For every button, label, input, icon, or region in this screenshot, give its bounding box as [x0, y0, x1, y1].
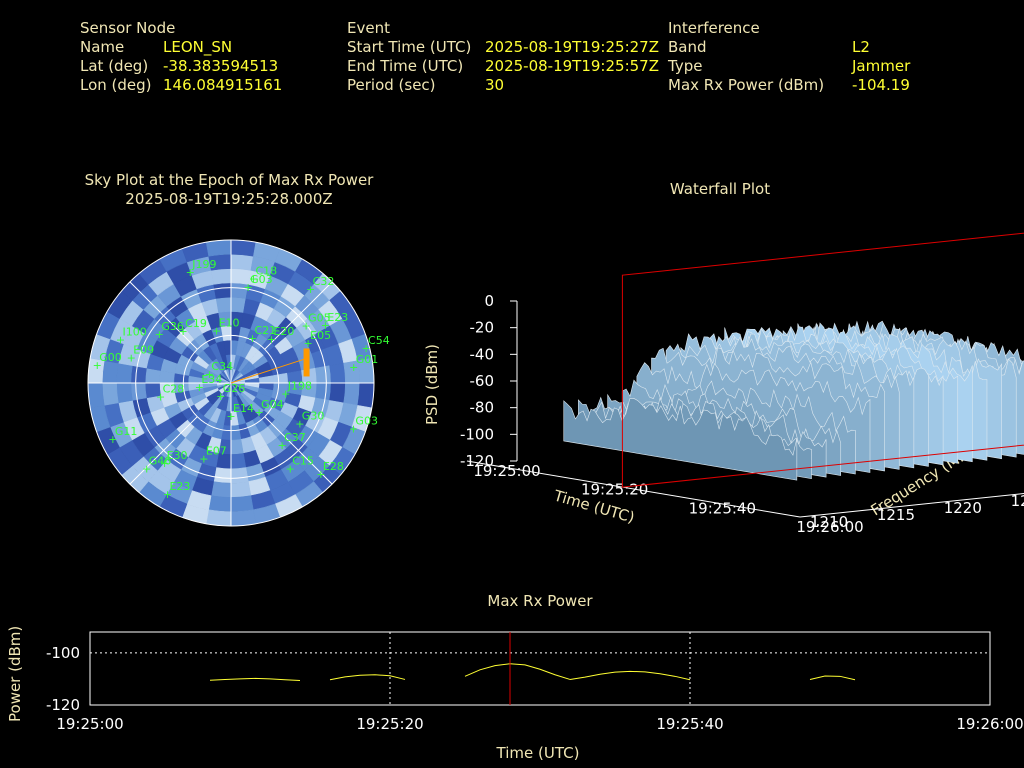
max-power-series — [329, 674, 406, 681]
interference-heading: Interference — [668, 19, 760, 37]
waterfall-freq-tick-label: 1220 — [944, 499, 982, 517]
event-start-value: 2025-08-19T19:25:27Z — [485, 38, 659, 56]
waterfall-zlabel: PSD (dBm) — [423, 344, 441, 425]
max-power-series — [569, 670, 691, 681]
interference-power-value: -104.19 — [852, 76, 910, 94]
waterfall-psd-tick-label: -20 — [470, 319, 495, 337]
waterfall-strip — [563, 398, 798, 481]
waterfall-surface — [563, 320, 1024, 481]
waterfall-time-tick-label: 19:25:40 — [689, 499, 756, 517]
sensor-name-label: Name — [80, 38, 125, 56]
event-period-label: Period (sec) — [347, 76, 436, 94]
waterfall-time-tick-label: 19:25:20 — [581, 481, 648, 499]
waterfall-time-tick-label: 19:26:00 — [796, 518, 863, 536]
waterfall-psd-tick-label: -40 — [470, 345, 495, 363]
event-end-label: End Time (UTC) — [347, 57, 464, 75]
max-power-xtick-label: 19:26:00 — [956, 715, 1023, 733]
interference-type-value: Jammer — [852, 57, 911, 75]
event-start-label: Start Time (UTC) — [347, 38, 472, 56]
interference-type-label: Type — [668, 57, 703, 75]
waterfall-psd-tick-label: -60 — [470, 372, 495, 390]
waterfall-time-axis — [466, 460, 801, 518]
max-power-xtick-label: 19:25:00 — [56, 715, 123, 733]
interference-band-label: Band — [668, 38, 707, 56]
max-power-series — [464, 663, 571, 680]
waterfall-time-tick-label: 19:25:00 — [473, 462, 540, 480]
sky-plot-title: Sky Plot at the Epoch of Max Rx Power — [84, 171, 374, 189]
waterfall-axes — [466, 300, 1024, 518]
max-power-ylabel: Power (dBm) — [6, 626, 24, 722]
sensor-lon-label: Lon (deg) — [80, 76, 152, 94]
max-power-axes — [89, 631, 991, 706]
waterfall-freq-tick-label: 1225 — [1011, 492, 1024, 510]
event-period-value: 30 — [485, 76, 505, 94]
waterfall-epoch-plane — [621, 232, 1024, 488]
waterfall-freq-axis — [799, 493, 1024, 518]
sensor-lat-label: Lat (deg) — [80, 57, 149, 75]
waterfall-psd-tick-label: -80 — [470, 399, 495, 417]
max-power-title: Max Rx Power — [487, 592, 593, 610]
sensor-node-heading: Sensor Node — [80, 19, 176, 37]
waterfall-freq-tick-label: 1215 — [877, 506, 915, 524]
max-power-xlabel: Time (UTC) — [496, 744, 580, 762]
event-end-value: 2025-08-19T19:25:57Z — [485, 57, 659, 75]
sky-plot-epoch: 2025-08-19T19:25:28.000Z — [125, 190, 333, 208]
interference-band-value: L2 — [852, 38, 870, 56]
max-power-ytick-label: -120 — [46, 696, 80, 714]
max-power-xtick-label: 19:25:40 — [656, 715, 723, 733]
sensor-lat-value: -38.383594513 — [163, 57, 279, 75]
max-power-frame — [89, 631, 991, 706]
waterfall-psd-tick-label: 0 — [484, 292, 494, 310]
waterfall-psd-tick-label: -120 — [460, 452, 494, 470]
max-power-series — [809, 675, 856, 681]
interference-power-label: Max Rx Power (dBm) — [668, 76, 825, 94]
sensor-name-value: LEON_SN — [163, 38, 233, 56]
waterfall-freq-tick-label: 1210 — [810, 513, 848, 531]
waterfall-title: Waterfall Plot — [669, 180, 771, 198]
sensor-lon-value: 146.084915161 — [163, 76, 283, 94]
max-power-series — [209, 677, 301, 681]
event-heading: Event — [347, 19, 390, 37]
max-power-ytick-label: -100 — [46, 644, 80, 662]
waterfall-psd-tick-label: -100 — [460, 425, 494, 443]
max-power-xtick-label: 19:25:20 — [356, 715, 423, 733]
